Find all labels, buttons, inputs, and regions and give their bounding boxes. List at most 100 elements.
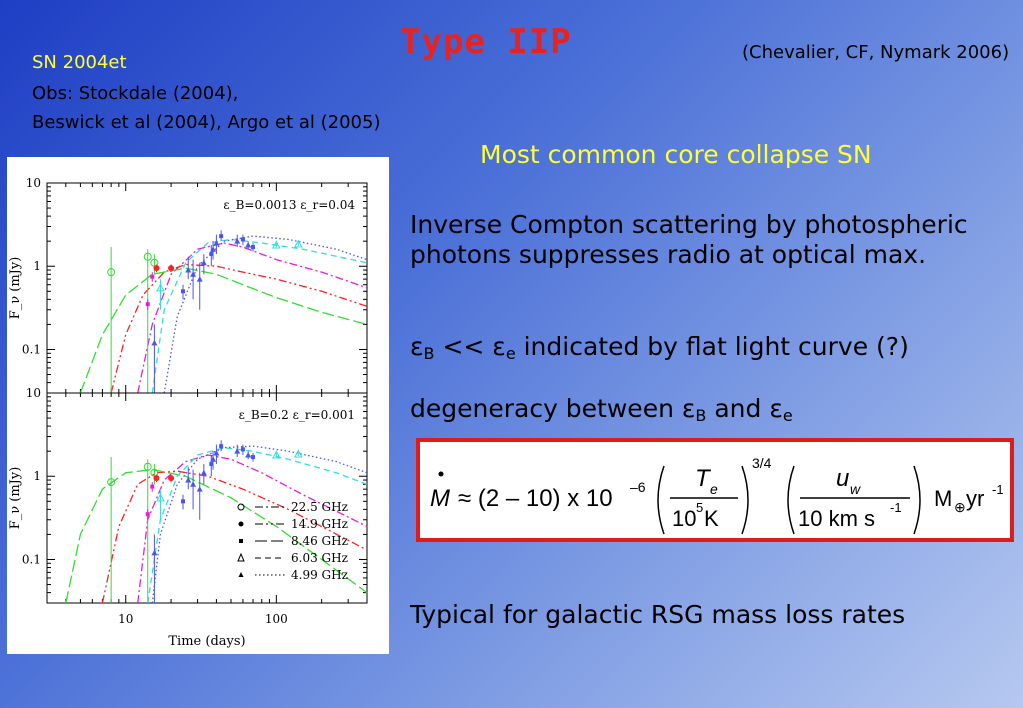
degeneracy-prefix: degeneracy between [410, 394, 682, 423]
typical-rate-text: Typical for galactic RSG mass loss rates [410, 600, 906, 629]
data-point [153, 475, 160, 482]
x-axis-label: Time (days) [168, 634, 245, 649]
model-curve-8-46-ghz [79, 267, 368, 394]
data-point [107, 268, 116, 277]
data-point [168, 265, 175, 272]
data-point [271, 240, 281, 249]
unit-m: M [934, 486, 952, 511]
uw-symbol: u [836, 465, 849, 492]
legend-marker [238, 572, 244, 577]
uw-subscript: w [850, 481, 861, 497]
citation: (Chevalier, CF, Nymark 2006) [742, 42, 1010, 63]
data-point [143, 462, 152, 471]
model-curve-4-99-ghz [163, 235, 368, 394]
paren-right-2 [913, 465, 921, 535]
model-curve-8-46-ghz [65, 468, 368, 604]
data-point [271, 450, 281, 459]
te-symbol: T [695, 465, 712, 492]
epsilon-relation-text: εB << εe indicated by flat light curve (… [410, 332, 909, 369]
data-point [219, 444, 224, 449]
data-point [107, 478, 116, 487]
unit-yr: yr [966, 486, 984, 511]
epsilon-symbol: ε [410, 332, 424, 361]
plot-frame [46, 392, 368, 604]
paren-left-2 [787, 465, 795, 535]
radio-light-curve-figure: 10 1 0.1 F_ν (mJy) ε_B=0.0013 ε_r=0.04 10 1 0.1… [7, 157, 389, 654]
data-point [245, 241, 252, 248]
model-curve-6-03-ghz [151, 238, 368, 394]
epsilon-e-subscript: e [505, 344, 516, 363]
data-point [180, 499, 185, 504]
y-tick-label: 10 [26, 386, 41, 400]
data-point [156, 283, 165, 292]
y-tick-label: 0.1 [22, 342, 41, 356]
light-curve-chart: 10 1 0.1 F_ν (mJy) ε_B=0.0013 ε_r=0.04 10 1 0.1… [8, 176, 368, 649]
parameter-annotation: ε_B=0.0013 ε_r=0.04 [223, 198, 355, 212]
data-point [150, 274, 155, 279]
te-subscript: e [710, 481, 718, 497]
data-point [294, 239, 303, 248]
legend-label: 22.5 GHz [291, 500, 348, 514]
legend-marker [238, 521, 244, 527]
data-point [190, 271, 197, 277]
equation-approx: ≈ (2 – 10) x 10 [458, 485, 613, 512]
data-point [151, 549, 158, 556]
data-point [240, 237, 245, 242]
data-point [251, 455, 256, 460]
y-axis-label: F_ν (mJy) [8, 467, 23, 530]
plot-frame [46, 182, 368, 394]
epsilon-symbol: ε [769, 394, 783, 423]
unit-solar: ⊕ [954, 499, 966, 515]
slide-title: Type IIP [400, 22, 572, 62]
data-point [153, 265, 160, 272]
degeneracy-text: degeneracy between εB and εe [410, 394, 793, 431]
data-point [200, 469, 207, 476]
paren-right-1 [741, 465, 749, 535]
data-point [234, 238, 241, 244]
unit-yr-exp: -1 [992, 482, 1004, 497]
data-point [210, 246, 217, 252]
data-point [219, 234, 224, 239]
data-point [145, 302, 150, 307]
data-point [200, 259, 207, 266]
flat-light-curve-text: indicated by flat light curve (?) [515, 332, 909, 361]
legend-label: 8.46 GHz [291, 534, 348, 548]
data-point [210, 456, 217, 462]
x-tick-label: 10 [118, 612, 133, 626]
te-denominator-unit: K [704, 506, 719, 531]
data-point [234, 448, 241, 454]
legend-label: 14.9 GHz [291, 517, 348, 531]
data-point [143, 252, 152, 261]
uw-denominator-exp: -1 [890, 500, 902, 515]
data-point [150, 484, 155, 489]
y-tick-label: 1 [33, 469, 41, 483]
observation-credit-line2: Beswick et al (2004), Argo et al (2005) [32, 112, 381, 133]
power-three-quarters: 3/4 [752, 455, 772, 471]
exponent-neg6: –6 [630, 479, 646, 495]
parameter-annotation: ε_B=0.2 ε_r=0.001 [239, 408, 355, 422]
y-tick-label: 1 [33, 259, 41, 273]
epsilon-e-subscript: e [782, 406, 793, 425]
data-point [180, 289, 185, 294]
data-point [145, 512, 150, 517]
data-point [240, 447, 245, 452]
degeneracy-and: and [706, 394, 770, 423]
data-point [209, 252, 214, 257]
x-tick-label: 100 [265, 612, 288, 626]
data-point [294, 449, 303, 458]
model-curve-22-5-ghz [137, 242, 368, 394]
paren-left-1 [657, 465, 665, 535]
data-point [185, 267, 192, 273]
legend-label: 6.03 GHz [291, 551, 348, 565]
model-curve-4-99-ghz [151, 445, 368, 604]
data-point [190, 481, 197, 487]
mass-loss-equation: M ≈ (2 – 10) x 10 –6 T e 10 5 K 3/4 u w … [430, 455, 1004, 535]
te-denominator-exp: 5 [696, 500, 703, 515]
model-curve-14-9-ghz [101, 470, 368, 604]
data-point [196, 276, 203, 282]
data-point [151, 339, 158, 346]
y-axis-label: F_ν (mJy) [8, 257, 23, 320]
mdot-symbol: M [430, 485, 450, 512]
y-tick-label: 0.1 [22, 552, 41, 566]
legend-label: 4.99 GHz [291, 568, 348, 582]
